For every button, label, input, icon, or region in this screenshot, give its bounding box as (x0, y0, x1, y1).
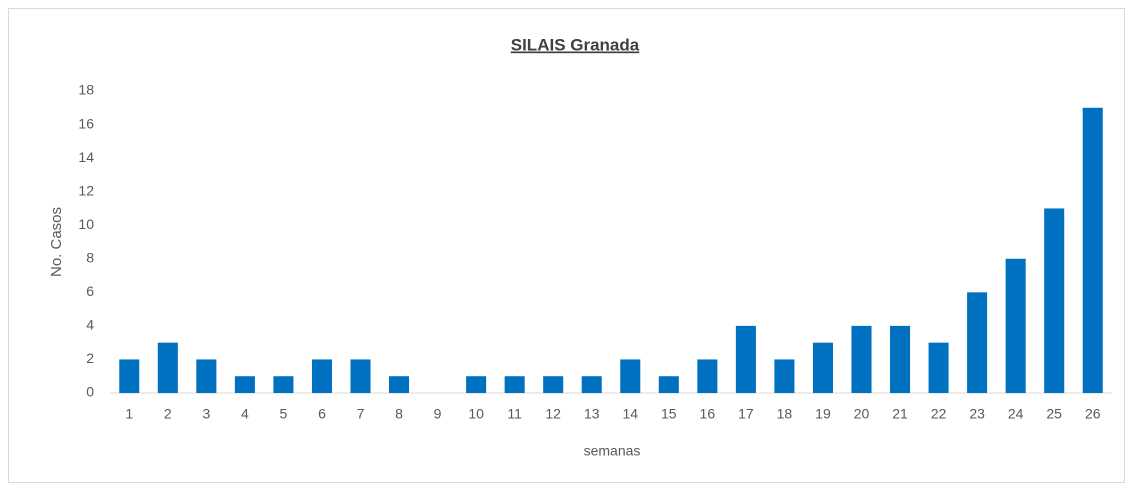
x-tick-label: 7 (357, 406, 365, 422)
y-tick-label: 0 (86, 384, 94, 400)
x-tick-label: 5 (280, 406, 288, 422)
x-axis-label: semanas (584, 443, 641, 459)
x-tick-label: 23 (969, 406, 985, 422)
y-tick-label: 12 (78, 182, 94, 198)
bar (234, 376, 255, 393)
bar (1005, 258, 1026, 393)
x-tick-label: 14 (622, 406, 638, 422)
y-tick-label: 16 (78, 115, 94, 131)
x-tick-label: 2 (164, 406, 172, 422)
bar (735, 325, 756, 393)
y-tick-label: 14 (78, 149, 94, 165)
x-tick-label: 17 (738, 406, 754, 422)
x-tick-label: 11 (507, 406, 522, 422)
bar (119, 359, 140, 393)
bar (697, 359, 718, 393)
bar (1082, 107, 1103, 394)
bar (1044, 208, 1065, 393)
chart-frame (8, 8, 1125, 483)
x-tick-label: 19 (815, 406, 831, 422)
x-tick-label: 20 (854, 406, 870, 422)
bar (928, 342, 949, 393)
bar (504, 376, 525, 393)
x-tick-label: 18 (777, 406, 793, 422)
x-tick-label: 3 (202, 406, 210, 422)
y-tick-label: 18 (78, 82, 94, 98)
bar (389, 376, 410, 393)
x-tick-label: 6 (318, 406, 326, 422)
bar (620, 359, 641, 393)
y-tick-label: 2 (86, 350, 94, 366)
bar (196, 359, 217, 393)
x-tick-label: 10 (468, 406, 484, 422)
bar (273, 376, 294, 393)
bar (967, 292, 988, 393)
bar (581, 376, 602, 393)
bar (466, 376, 487, 393)
x-tick-label: 25 (1046, 406, 1062, 422)
y-tick-label: 6 (86, 283, 94, 299)
bar (157, 342, 178, 393)
bar (812, 342, 833, 393)
x-tick-label: 26 (1085, 406, 1101, 422)
bar (851, 325, 872, 393)
y-tick-label: 4 (86, 317, 94, 333)
y-axis-label: No. Casos (48, 207, 65, 277)
x-tick-label: 15 (661, 406, 677, 422)
x-tick-label: 12 (545, 406, 561, 422)
bar (543, 376, 564, 393)
x-tick-label: 21 (892, 406, 908, 422)
bar (350, 359, 371, 393)
bar (774, 359, 795, 393)
chart-title: SILAIS Granada (511, 35, 640, 54)
x-tick-label: 24 (1008, 406, 1024, 422)
x-tick-label: 22 (931, 406, 947, 422)
x-tick-label: 9 (434, 406, 442, 422)
bar (890, 325, 911, 393)
x-tick-label: 8 (395, 406, 403, 422)
x-tick-label: 13 (584, 406, 600, 422)
bar (658, 376, 679, 393)
y-tick-label: 10 (78, 216, 94, 232)
x-tick-label: 1 (125, 406, 133, 422)
x-tick-label: 4 (241, 406, 249, 422)
y-tick-label: 8 (86, 249, 94, 265)
x-tick-label: 16 (700, 406, 716, 422)
bar (311, 359, 332, 393)
